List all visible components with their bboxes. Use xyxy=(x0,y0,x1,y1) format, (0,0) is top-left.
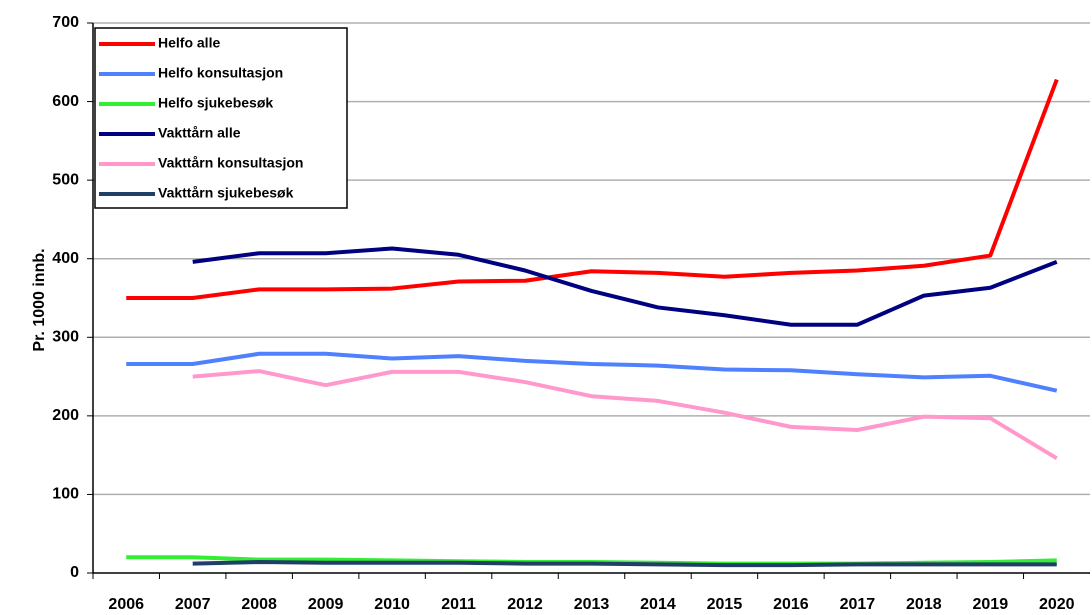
series-line xyxy=(192,369,1058,460)
x-tick-label: 2016 xyxy=(773,596,809,613)
x-tick-label: 2012 xyxy=(507,596,543,613)
x-tick-label: 2013 xyxy=(574,596,610,613)
y-tick-label: 300 xyxy=(52,329,79,346)
legend-label: Vakttårn alle xyxy=(158,125,241,141)
y-tick-label: 100 xyxy=(52,486,79,503)
legend-label: Helfo konsultasjon xyxy=(158,65,283,81)
x-tick-label: 2018 xyxy=(906,596,942,613)
y-tick-label: 200 xyxy=(52,407,79,424)
x-tick-label: 2014 xyxy=(640,596,676,613)
y-tick-label: 0 xyxy=(70,564,79,581)
x-tick-label: 2015 xyxy=(707,596,743,613)
x-tick-label: 2020 xyxy=(1039,596,1075,613)
series-line xyxy=(126,78,1059,300)
y-axis-label: Pr. 1000 innb. xyxy=(31,248,48,351)
x-tick-label: 2017 xyxy=(840,596,876,613)
legend-label: Helfo sjukebesøk xyxy=(158,95,273,111)
x-tick-label: 2019 xyxy=(973,596,1009,613)
x-tick-label: 2008 xyxy=(241,596,277,613)
x-tick-label: 2011 xyxy=(441,596,476,613)
legend-box xyxy=(94,27,348,209)
x-tick-label: 2010 xyxy=(374,596,410,613)
legend-label: Vakttårn konsultasjon xyxy=(158,155,303,171)
series-line xyxy=(192,246,1058,327)
y-tick-label: 600 xyxy=(52,93,79,110)
legend-label: Vakttårn sjukebesøk xyxy=(158,185,294,201)
x-tick-label: 2009 xyxy=(308,596,344,613)
series-line xyxy=(192,560,1057,568)
legend: Helfo alle Helfo konsultasjon Helfo sjukeb… xyxy=(94,27,348,209)
legend-label: Helfo alle xyxy=(158,35,220,51)
x-tick-label: 2007 xyxy=(175,596,211,613)
y-tick-label: 400 xyxy=(52,250,79,267)
y-tick-label: 500 xyxy=(52,171,79,188)
x-tick-label: 2006 xyxy=(108,596,144,613)
series-line xyxy=(126,351,1058,393)
y-tick-label: 700 xyxy=(52,14,79,31)
